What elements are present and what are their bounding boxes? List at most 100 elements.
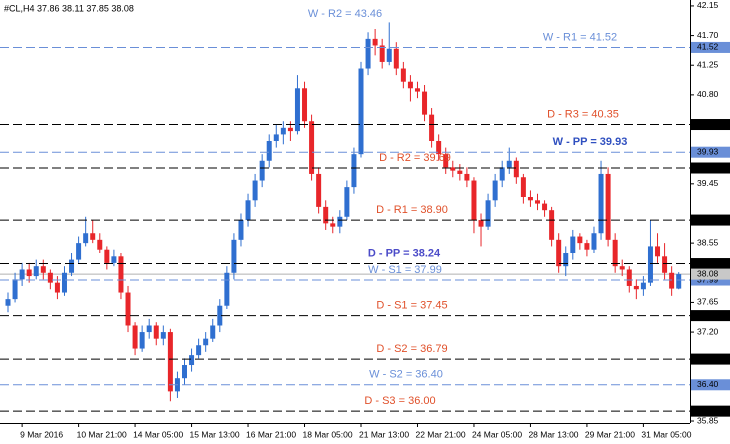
candle-body [196,345,202,356]
candle-body [676,274,682,289]
candle-body [344,187,350,217]
price-box-label: 39.93 [697,146,719,156]
pivot-label: W - S2 = 36.40 [369,369,443,381]
candle-body [669,272,675,289]
candle-body [139,332,145,349]
candle-body [584,243,590,250]
y-tick-label: 38.55 [697,237,719,247]
candle-body [570,236,576,254]
candle-body [238,220,244,240]
candle-body [104,249,110,263]
pivot-label: W - R2 = 43.46 [308,8,382,20]
candle-body [471,180,477,221]
candle-body [97,239,103,250]
candle-body [266,141,272,161]
candle-body [612,239,618,267]
price-box-label: 36.00 [697,405,719,415]
candle-body [626,269,632,286]
candle-body [591,233,597,250]
candle-body [598,173,604,234]
price-box [691,353,730,365]
candle-body [513,160,519,178]
candle-body [323,206,329,224]
price-box [691,119,730,131]
candle-body [365,38,371,69]
price-box [691,379,730,391]
candle-body [535,200,540,204]
candle-body [422,91,428,115]
candle-body [273,134,279,141]
x-tick-label: 10 Mar 21:00 [77,429,127,439]
x-tick-label: 22 Mar 21:00 [415,429,465,439]
candle-body [619,266,625,270]
candle-body [69,259,75,273]
x-tick-label: 21 Mar 13:00 [359,429,409,439]
candle-body [224,272,230,306]
x-tick-label: 9 Mar 2016 [20,429,63,439]
x-tick-label: 24 Mar 05:00 [472,429,522,439]
x-tick-label: 14 Mar 05:00 [133,429,183,439]
candle-body [252,180,258,201]
candle-body [492,180,498,201]
y-tick-label: 37.20 [697,326,719,336]
candle-body [203,338,209,346]
candle-body [443,154,449,168]
price-box-label: 36.79 [697,353,719,363]
candle-body [160,332,166,339]
pivot-label: D - S2 = 36.79 [376,343,447,355]
last-price-label: 38.08 [697,268,719,278]
candle-body [549,210,555,240]
x-tick-label: 31 Mar 05:00 [641,429,691,439]
candle-body [287,127,293,132]
y-tick-label: 41.70 [697,30,719,40]
candle-body [54,282,60,293]
x-tick-label: 15 Mar 13:00 [190,429,240,439]
y-tick-label: 37.65 [697,297,719,307]
candle-body [640,282,646,290]
price-box [691,146,730,158]
candle-body [118,256,124,293]
candle-body [485,200,491,227]
y-tick-label: 40.80 [697,89,719,99]
price-box [691,214,730,226]
candle-body [231,239,237,273]
candle-body [520,177,526,198]
pivot-label: W - R1 = 41.52 [543,31,617,43]
price-box [691,41,730,53]
y-tick-label: 41.25 [697,59,719,69]
candle-body [146,325,152,333]
candle-body [309,121,315,174]
candle-body [400,68,406,82]
candle-body [662,256,668,273]
candle-body [542,203,548,211]
candle-body [647,246,653,283]
price-box-label: 40.35 [697,119,719,129]
pivot-label: D - PP = 38.24 [368,247,441,259]
candle-body [5,299,11,306]
candle-body [189,355,195,366]
y-tick-label: 35.85 [697,415,719,425]
candle-body [457,170,463,174]
pivot-label: D - S1 = 37.45 [376,300,447,312]
candle-body [245,200,251,221]
candle-body [125,292,131,326]
candle-body [76,243,82,260]
candle-body [478,220,484,227]
candle-body [506,160,512,168]
x-tick-label: 29 Mar 21:00 [585,429,635,439]
candle-body [655,246,661,257]
x-tick-label: 16 Mar 21:00 [246,429,296,439]
candle-body [330,223,336,227]
x-tick-label: 18 Mar 05:00 [303,429,353,439]
candle-body [393,48,399,69]
candle-body [83,233,89,244]
price-box [691,258,730,270]
candle-body [132,325,138,349]
candle-body [210,325,216,339]
candle-body [556,239,562,267]
candle-body [217,305,223,326]
candle-body [577,236,583,244]
candle-body [464,173,470,181]
